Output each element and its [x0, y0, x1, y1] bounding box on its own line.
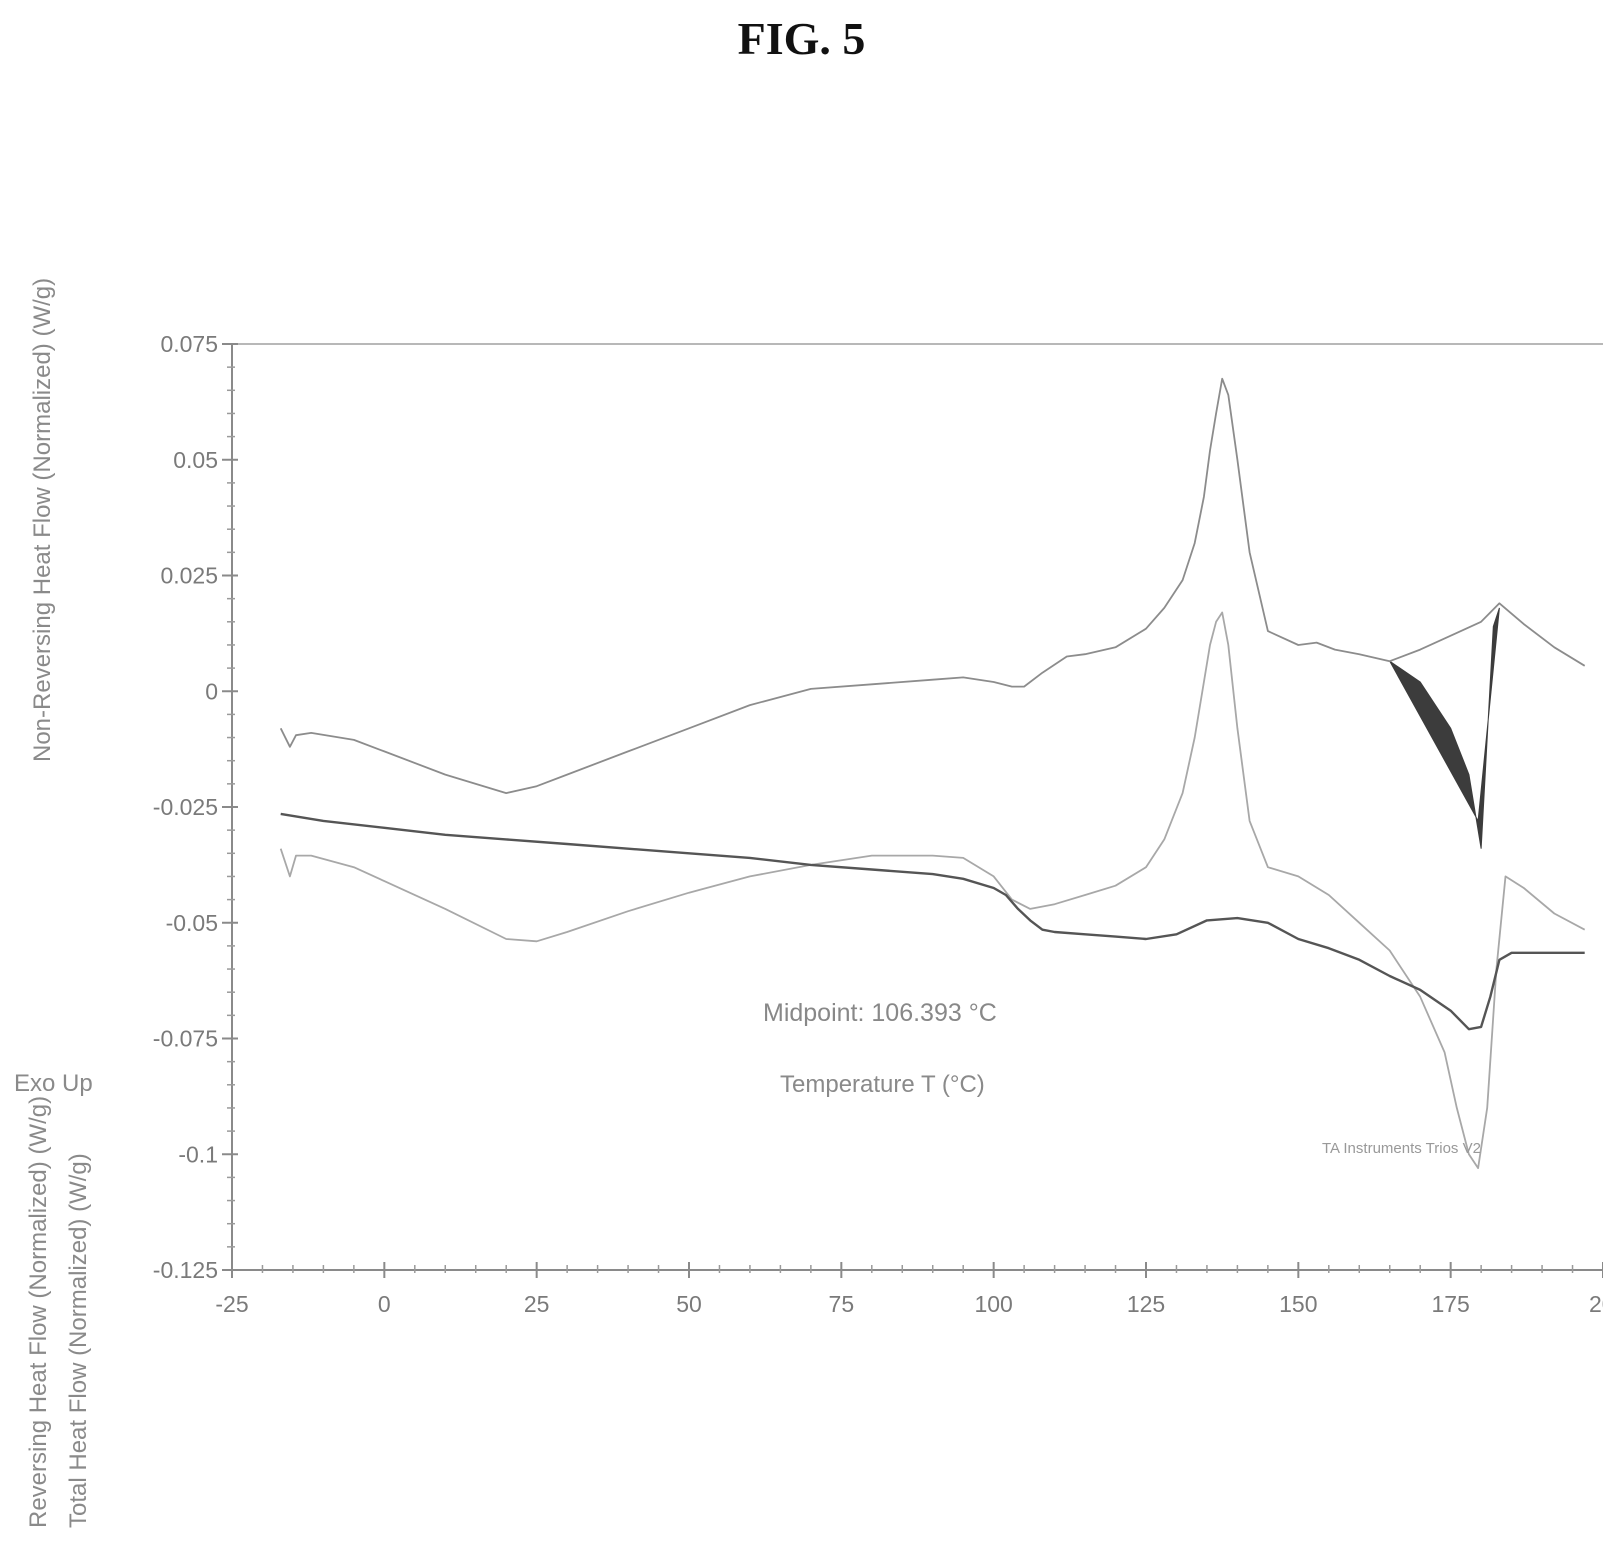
y-axis-title-left: Non-Reversing Heat Flow (Normalized) (W/… [29, 278, 56, 762]
x-axis-title: Temperature T (°C) [780, 1071, 985, 1098]
series-layer [279, 377, 1586, 1169]
y-axis-title-reversing: Reversing Heat Flow (Normalized) (W/g) [25, 1096, 52, 1528]
x-tick-label: 20 [1589, 1291, 1603, 1317]
series-total-line [279, 611, 1586, 1169]
y-tick-label: 0.075 [160, 331, 218, 357]
x-tick-label: 50 [676, 1291, 702, 1317]
x-tick-label: 25 [524, 1291, 550, 1317]
y-tick-label: -0.05 [166, 910, 218, 936]
x-tick-label: 175 [1431, 1291, 1469, 1317]
y-tick-label: 0.025 [160, 563, 218, 589]
series-non-reversing-line [279, 377, 1586, 794]
y-axis-title-total: Total Heat Flow (Normalized) (W/g) [65, 1153, 92, 1528]
series-reversing-line [280, 812, 1585, 1031]
y-tick-label: -0.025 [153, 794, 218, 820]
y-tick-label: -0.125 [153, 1257, 218, 1283]
x-tick-label: 125 [1127, 1291, 1165, 1317]
figure-title: FIG. 5 [737, 13, 866, 64]
exo-up-label: Exo Up [14, 1070, 93, 1097]
y-tick-label: -0.1 [178, 1141, 218, 1167]
integrated-peak-area [1389, 607, 1500, 849]
x-tick-label: 75 [829, 1291, 855, 1317]
y-tick-label: -0.075 [153, 1026, 218, 1052]
x-tick-label: -25 [215, 1291, 248, 1317]
x-tick-label: 100 [974, 1291, 1012, 1317]
footer-software-label: TA Instruments Trios V2 [1322, 1140, 1481, 1157]
x-tick-label: 150 [1279, 1291, 1317, 1317]
midpoint-annotation: Midpoint: 106.393 °C [763, 999, 997, 1027]
x-tick-label: 0 [378, 1291, 391, 1317]
axes-layer: 0.075 0.05 0.025 0 -0.025 -0.05 -0.075 -0.1 -0.1… [153, 331, 1603, 1317]
y-tick-label: 0 [205, 678, 218, 704]
y-tick-label: 0.05 [173, 447, 218, 473]
